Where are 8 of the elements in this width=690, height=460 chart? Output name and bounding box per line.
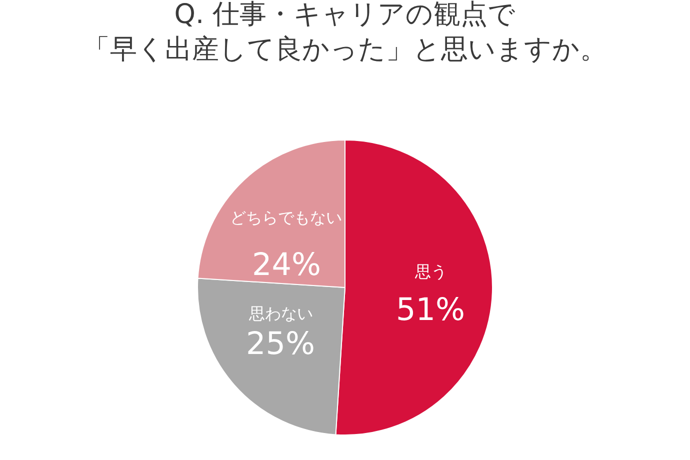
slice-label: 思う <box>414 262 447 281</box>
data-label: 24% <box>252 247 321 283</box>
chart-title: Q. 仕事・キャリアの観点で <box>174 0 516 30</box>
chart-subtitle: 「早く出産して良かった」と思いますか。 <box>83 34 607 66</box>
data-label: 51% <box>396 292 465 328</box>
slice-label: 思わない <box>248 304 313 323</box>
slice-label: どちらでもない <box>230 208 342 227</box>
data-label: 25% <box>246 326 315 362</box>
